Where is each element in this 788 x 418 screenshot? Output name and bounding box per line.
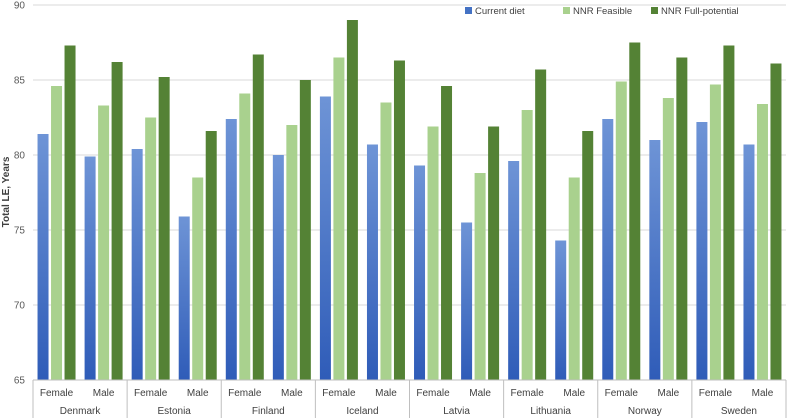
y-tick-label: 75 <box>14 226 26 237</box>
bar-nnr-full-potential <box>299 80 311 380</box>
bar-nnr-feasible <box>98 105 110 380</box>
bar-current-diet <box>366 144 378 380</box>
x-group-label: Iceland <box>346 406 378 417</box>
bar-nnr-feasible <box>709 84 721 380</box>
bar-current-diet <box>225 119 237 380</box>
x-group-label: Finland <box>252 406 285 417</box>
x-subgroup-label: Male <box>563 388 585 399</box>
bar-current-diet <box>461 222 473 380</box>
legend-swatch <box>651 7 658 14</box>
x-subgroup-label: Male <box>375 388 397 399</box>
bar-nnr-feasible <box>756 104 768 380</box>
x-axis: Female Male Female Male Female Male Female Male… <box>32 379 787 418</box>
y-tick-label: 85 <box>14 76 26 87</box>
x-subgroup-label: Male <box>469 388 491 399</box>
bar-nnr-feasible <box>662 98 674 380</box>
legend-label: NNR Full-potential <box>661 6 739 17</box>
bar-current-diet <box>743 144 755 380</box>
bar-current-diet <box>602 119 614 380</box>
x-subgroup-label: Female <box>416 388 450 399</box>
bar-nnr-feasible <box>521 110 533 380</box>
x-subgroup-label: Female <box>134 388 168 399</box>
y-tick-label: 65 <box>14 376 26 387</box>
bar-nnr-full-potential <box>723 45 735 380</box>
bar-nnr-feasible <box>192 177 204 380</box>
bar-nnr-feasible <box>286 125 298 380</box>
bar-current-diet <box>319 96 331 380</box>
bar-nnr-full-potential <box>205 131 217 380</box>
x-group-label: Denmark <box>60 406 102 417</box>
bar-current-diet <box>555 240 567 380</box>
x-group-label: Lithuania <box>530 406 571 417</box>
bar-current-diet <box>696 122 708 380</box>
bar-nnr-full-potential <box>64 45 76 380</box>
bar-current-diet <box>508 161 520 380</box>
x-subgroup-label: Male <box>658 388 680 399</box>
x-subgroup-label: Male <box>187 388 209 399</box>
bar-nnr-feasible <box>474 173 486 380</box>
x-subgroup-label: Female <box>699 388 733 399</box>
bar-nnr-full-potential <box>346 20 358 380</box>
bar-nnr-feasible <box>239 93 251 380</box>
y-tick-label: 70 <box>14 301 26 312</box>
bar-nnr-feasible <box>145 117 157 380</box>
bar-nnr-full-potential <box>488 126 500 380</box>
legend: Current diet NNR Feasible NNR Full-potenti… <box>465 6 739 17</box>
legend-label: Current diet <box>475 6 525 17</box>
bar-nnr-full-potential <box>770 63 782 380</box>
x-subgroup-label: Female <box>510 388 544 399</box>
y-tick-label: 90 <box>14 1 26 12</box>
bar-nnr-feasible <box>333 57 345 380</box>
x-subgroup-label: Male <box>93 388 115 399</box>
bar-nnr-feasible <box>615 81 627 380</box>
y-tick-label: 80 <box>14 151 26 162</box>
x-group-label: Sweden <box>721 406 757 417</box>
x-subgroup-label: Female <box>605 388 639 399</box>
y-axis-ticks: 65 70 75 80 85 90 <box>14 1 26 387</box>
y-axis-label: Total LE, Years <box>1 156 12 227</box>
bar-current-diet <box>37 134 49 380</box>
bar-nnr-feasible <box>427 126 439 380</box>
bar-current-diet <box>649 140 661 380</box>
bar-current-diet <box>414 165 426 380</box>
bar-current-diet <box>131 149 143 380</box>
legend-label: NNR Feasible <box>573 6 632 17</box>
x-subgroup-label: Male <box>752 388 774 399</box>
x-group-label: Norway <box>628 406 662 417</box>
bar-nnr-full-potential <box>158 77 170 380</box>
x-subgroup-label: Male <box>281 388 303 399</box>
bar-nnr-full-potential <box>535 69 547 380</box>
bar-nnr-full-potential <box>393 60 405 380</box>
x-subgroup-label: Female <box>228 388 262 399</box>
x-group-label: Latvia <box>443 406 470 417</box>
bar-current-diet <box>272 155 284 380</box>
x-subgroup-label: Female <box>40 388 74 399</box>
bar-nnr-feasible <box>568 177 580 380</box>
legend-swatch <box>465 7 472 14</box>
bar-nnr-full-potential <box>111 62 123 380</box>
bar-nnr-feasible <box>380 102 392 380</box>
legend-swatch <box>563 7 570 14</box>
bar-nnr-feasible <box>51 86 63 380</box>
bar-nnr-full-potential <box>582 131 594 380</box>
bar-nnr-full-potential <box>676 57 688 380</box>
bar-nnr-full-potential <box>441 86 453 380</box>
bar-current-diet <box>178 216 190 380</box>
x-subgroup-label: Female <box>322 388 356 399</box>
bars <box>37 20 782 380</box>
x-group-label: Estonia <box>158 406 192 417</box>
bar-nnr-full-potential <box>252 54 264 380</box>
bar-nnr-full-potential <box>629 42 641 380</box>
bar-current-diet <box>84 156 96 380</box>
